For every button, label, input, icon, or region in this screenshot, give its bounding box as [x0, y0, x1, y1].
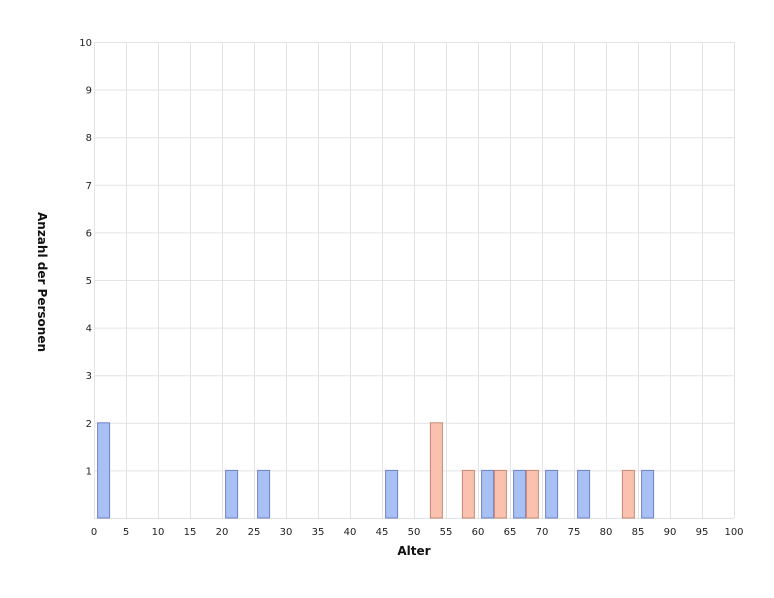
x-tick-label: 75 — [568, 527, 581, 538]
bar-blue — [545, 469, 559, 519]
x-tick-label: 60 — [472, 527, 485, 538]
x-tick-label: 15 — [184, 527, 197, 538]
y-tick-label: 9 — [86, 86, 92, 97]
bars — [97, 422, 655, 519]
x-tick-label: 30 — [280, 527, 293, 538]
bar-blue — [481, 469, 495, 519]
bar-blue — [225, 469, 239, 519]
x-tick-label: 45 — [376, 527, 389, 538]
bar-blue — [641, 469, 655, 519]
x-tick-label: 35 — [312, 527, 325, 538]
y-tick-label: 8 — [86, 133, 92, 144]
bar-salmon — [525, 469, 539, 519]
x-tick-label: 20 — [216, 527, 229, 538]
bar-blue — [513, 469, 527, 519]
x-tick-label: 70 — [536, 527, 549, 538]
x-tick-label: 95 — [696, 527, 709, 538]
grid — [94, 42, 735, 519]
x-tick-label: 0 — [91, 527, 97, 538]
y-tick-label: 2 — [86, 419, 92, 430]
x-tick-label: 10 — [152, 527, 165, 538]
y-tick-label: 7 — [86, 181, 92, 192]
y-tick-label: 4 — [86, 324, 92, 335]
y-axis-ticks: 1 2 3 4 5 6 7 8 9 10 — [79, 38, 92, 477]
y-axis-title: Anzahl der Personen — [35, 212, 49, 352]
x-axis-ticks: 0 5 10 15 20 25 30 35 40 45 50 55 60 65 70 75 80 85 90 95 10… — [91, 527, 744, 538]
y-tick-label: 3 — [86, 371, 92, 382]
y-tick-label: 1 — [86, 466, 92, 477]
bar-blue — [97, 422, 111, 519]
y-tick-label: 10 — [79, 38, 92, 49]
bar-salmon — [461, 469, 475, 519]
x-tick-label: 55 — [440, 527, 453, 538]
x-tick-label: 65 — [504, 527, 517, 538]
x-tick-label: 90 — [664, 527, 677, 538]
bar-blue — [257, 469, 271, 519]
y-tick-label: 6 — [86, 228, 92, 239]
bar-salmon — [493, 469, 507, 519]
x-axis-title: Alter — [397, 544, 430, 558]
x-tick-label: 25 — [248, 527, 261, 538]
x-tick-label: 80 — [600, 527, 613, 538]
x-tick-label: 85 — [632, 527, 645, 538]
bar-salmon — [429, 422, 443, 519]
y-tick-label: 5 — [86, 276, 92, 287]
x-tick-label: 40 — [344, 527, 357, 538]
bar-blue — [577, 469, 591, 519]
x-tick-label: 100 — [724, 527, 743, 538]
bar-blue — [385, 469, 399, 519]
x-tick-label: 5 — [123, 527, 129, 538]
bar-salmon — [621, 469, 635, 519]
x-tick-label: 50 — [408, 527, 421, 538]
